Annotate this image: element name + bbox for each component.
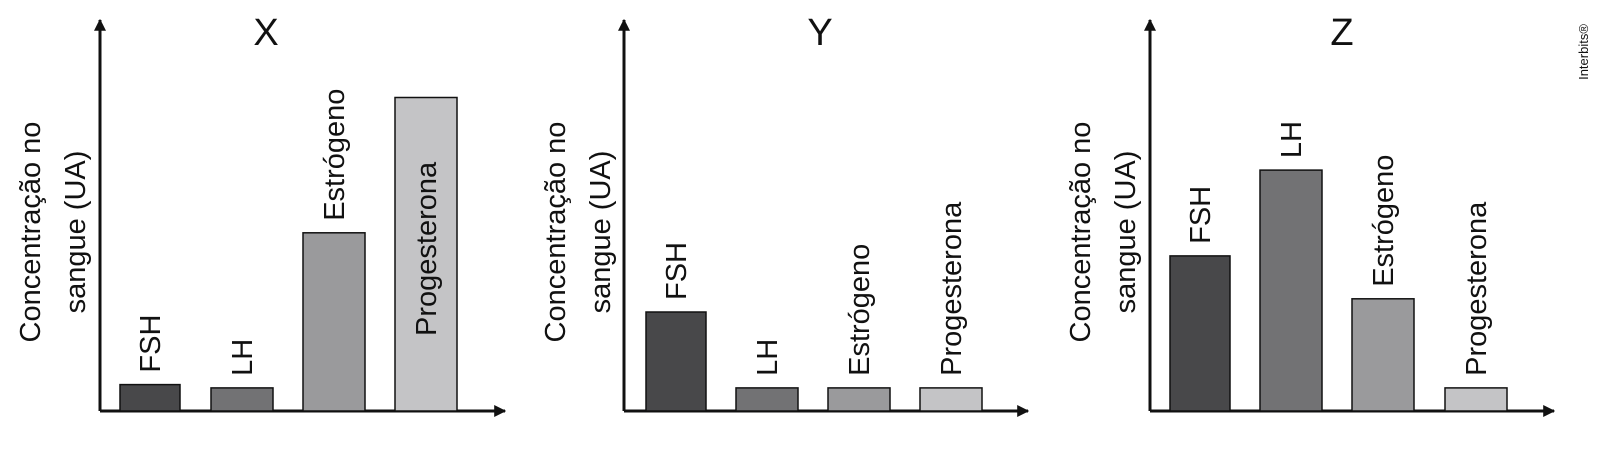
y-axis-label-line: sangue (UA)	[1110, 151, 1142, 314]
bar-progesterona	[1444, 387, 1508, 412]
bar-estrógeno	[1351, 298, 1415, 412]
bar-lh	[735, 387, 799, 412]
chart-panel-z: Z Concentração no sangue (UA) FSH LH Estrógen…	[1065, 12, 1556, 417]
bar-label: FSH	[661, 242, 693, 300]
bar-fsh	[119, 383, 181, 412]
chart-title: Z	[1330, 12, 1353, 54]
chart-panel-y: Y Concentração no sangue (UA) FSH LH Estrógen…	[540, 12, 1030, 417]
bar-label: LH	[227, 339, 259, 376]
bar-fsh	[645, 311, 707, 412]
chart-panel-x: X Concentração no sangue (UA) FSH LH Estrógen…	[15, 12, 507, 417]
y-axis-label-line: Concentração no	[1065, 122, 1097, 343]
bar-lh	[210, 387, 274, 412]
bar-label: FSH	[135, 315, 167, 373]
bar-label: LH	[752, 339, 784, 376]
y-axis-label-line: Concentração no	[540, 122, 572, 343]
y-axis-label-line: sangue (UA)	[60, 151, 92, 314]
bar-label: FSH	[1185, 186, 1217, 244]
bar-label: Progesterona	[411, 161, 443, 336]
bar-label: LH	[1276, 121, 1308, 158]
bar-lh	[1259, 169, 1323, 412]
chart-title: Y	[807, 12, 832, 54]
bar-estrógeno	[302, 232, 366, 412]
bar-label: Estrógeno	[319, 89, 351, 221]
bar-progesterona	[394, 96, 458, 412]
bar-progesterona	[919, 387, 983, 412]
bar-label: Estrógeno	[1368, 155, 1400, 287]
y-axis-label-line: sangue (UA)	[585, 151, 617, 314]
bar-label: Progesterona	[1461, 201, 1493, 376]
chart-title: X	[253, 12, 278, 54]
bar-label: Estrógeno	[844, 244, 876, 376]
y-axis-label-line: Concentração no	[15, 122, 47, 343]
bar-estrógeno	[827, 387, 891, 412]
watermark-text: Interbits®	[1576, 24, 1591, 80]
bar-label: Progesterona	[936, 201, 968, 376]
bar-fsh	[1169, 255, 1231, 412]
